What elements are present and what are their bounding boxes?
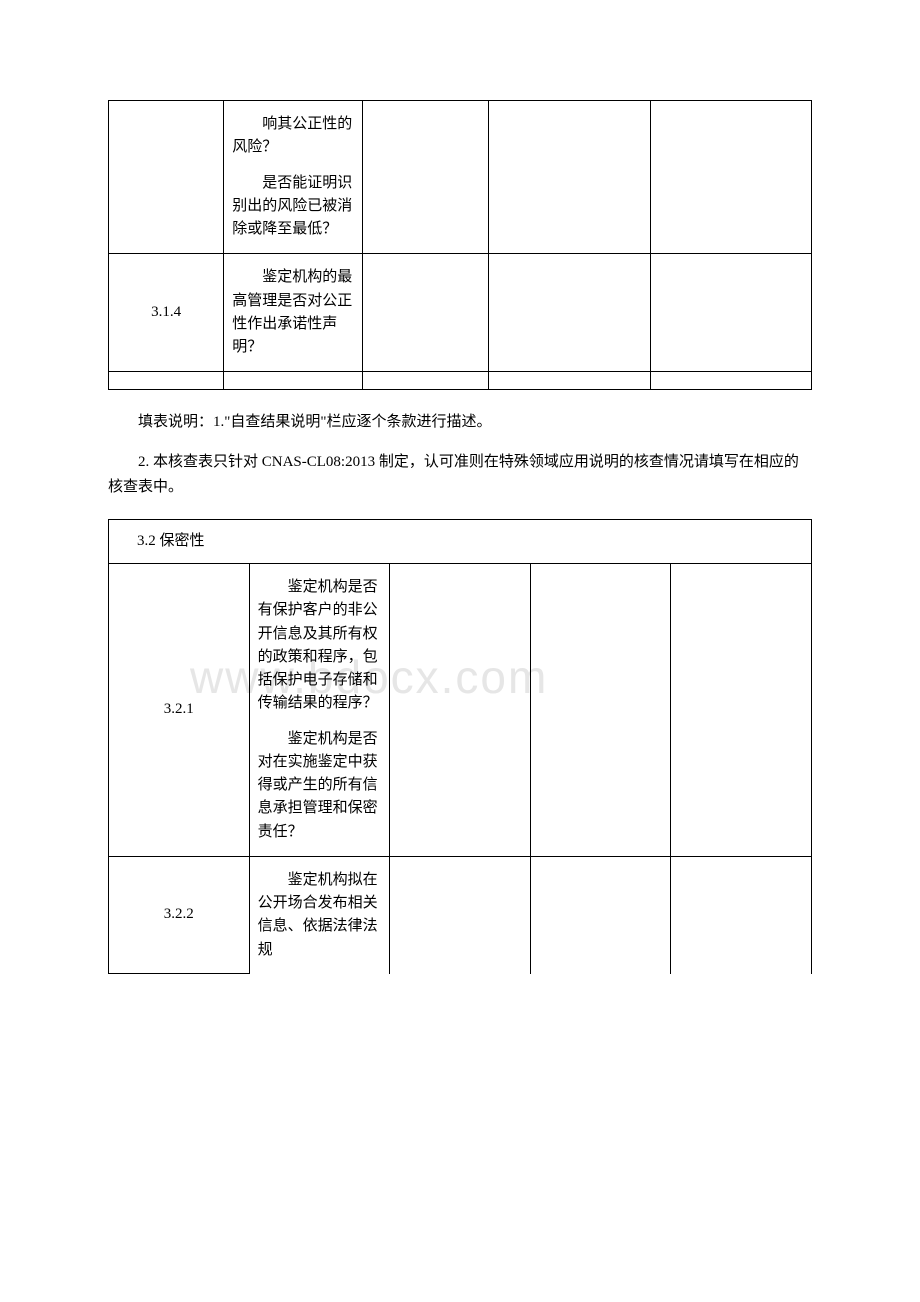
result-cell [671,856,812,974]
question-text: 鉴定机构的最高管理是否对公正性作出承诺性声明？ [232,266,353,359]
empty-cell [650,372,811,390]
question-cell: 鉴定机构是否有保护客户的非公开信息及其所有权的政策和程序，包括保护电子存储和传输… [249,564,390,857]
empty-row [109,372,812,390]
result-cell [362,101,489,254]
question-cell: 鉴定机构的最高管理是否对公正性作出承诺性声明？ [224,254,362,372]
result-cell [530,856,671,974]
question-text: 鉴定机构拟在公开场合发布相关信息、依据法律法规 [258,869,382,962]
empty-cell [489,372,650,390]
clause-id-cell: 3.1.4 [109,254,224,372]
note-text: 2. 本核查表只针对 CNAS-CL08:2013 制定，认可准则在特殊领域应用… [108,450,812,501]
content-wrapper: 响其公正性的风险？ 是否能证明识别出的风险已被消除或降至最低？ 3.1.4 鉴定… [108,100,812,974]
question-text: 鉴定机构是否对在实施鉴定中获得或产生的所有信息承担管理和保密责任？ [258,728,382,844]
empty-cell [224,372,362,390]
note-text: 填表说明：1."自查结果说明"栏应逐个条款进行描述。 [108,410,812,436]
result-cell [390,564,531,857]
result-cell [530,564,671,857]
checklist-table-2: 3.2 保密性 3.2.1 鉴定机构是否有保护客户的非公开信息及其所有权的政策和… [108,519,812,975]
question-text: 响其公正性的风险？ [232,113,353,160]
checklist-table-1: 响其公正性的风险？ 是否能证明识别出的风险已被消除或降至最低？ 3.1.4 鉴定… [108,100,812,390]
question-text: 鉴定机构是否有保护客户的非公开信息及其所有权的政策和程序，包括保护电子存储和传输… [258,576,382,716]
clause-id-cell: 3.2.2 [109,856,250,974]
result-cell [671,564,812,857]
table-row: 3.2.2 鉴定机构拟在公开场合发布相关信息、依据法律法规 [109,856,812,974]
question-cell: 鉴定机构拟在公开场合发布相关信息、依据法律法规 [249,856,390,974]
table-row: 响其公正性的风险？ 是否能证明识别出的风险已被消除或降至最低？ [109,101,812,254]
result-cell [650,101,811,254]
result-cell [650,254,811,372]
clause-id-cell [109,101,224,254]
empty-cell [109,372,224,390]
section-header-cell: 3.2 保密性 [109,519,812,563]
result-cell [362,254,489,372]
table-row: 3.1.4 鉴定机构的最高管理是否对公正性作出承诺性声明？ [109,254,812,372]
question-text: 是否能证明识别出的风险已被消除或降至最低？ [232,172,353,242]
empty-cell [362,372,489,390]
question-cell: 响其公正性的风险？ 是否能证明识别出的风险已被消除或降至最低？ [224,101,362,254]
section-header-row: 3.2 保密性 [109,519,812,563]
notes-section: 填表说明：1."自查结果说明"栏应逐个条款进行描述。 2. 本核查表只针对 CN… [108,410,812,501]
result-cell [489,101,650,254]
result-cell [390,856,531,974]
result-cell [489,254,650,372]
table-row: 3.2.1 鉴定机构是否有保护客户的非公开信息及其所有权的政策和程序，包括保护电… [109,564,812,857]
clause-id-cell: 3.2.1 [109,564,250,857]
